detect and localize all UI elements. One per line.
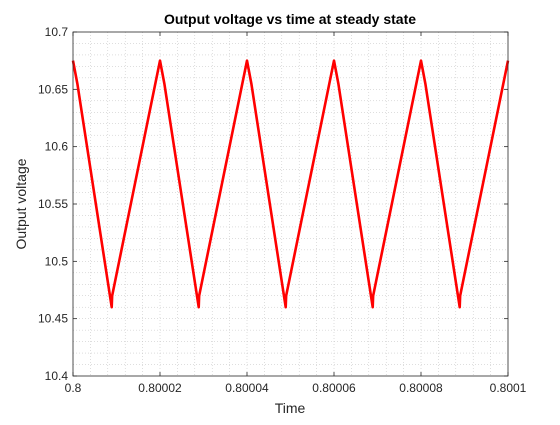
x-tick-label: 0.80002 (138, 381, 182, 395)
y-tick-label: 10.65 (38, 82, 68, 96)
y-tick-label: 10.6 (45, 140, 69, 154)
x-tick-label: 0.80008 (399, 381, 443, 395)
series-layer (71, 59, 510, 309)
y-tick-label: 10.5 (45, 254, 69, 268)
x-tick-label: 0.8 (65, 381, 82, 395)
x-axis-label: Time (275, 400, 306, 416)
x-tick-label: 0.80004 (225, 381, 269, 395)
y-tick-label: 10.45 (38, 312, 68, 326)
chart-title: Output voltage vs time at steady state (164, 11, 416, 27)
x-tick-label: 0.80006 (312, 381, 356, 395)
series-line (71, 59, 510, 309)
y-tick-label: 10.7 (45, 25, 69, 39)
y-axis-label: Output voltage (13, 158, 29, 249)
x-tick-label: 0.8001 (490, 381, 527, 395)
y-tick-label: 10.4 (45, 369, 69, 383)
y-tick-label: 10.55 (38, 197, 68, 211)
ticks: 0.8 0.80002 0.80004 0.80006 0.80008 0.8001 10.… (38, 25, 527, 395)
